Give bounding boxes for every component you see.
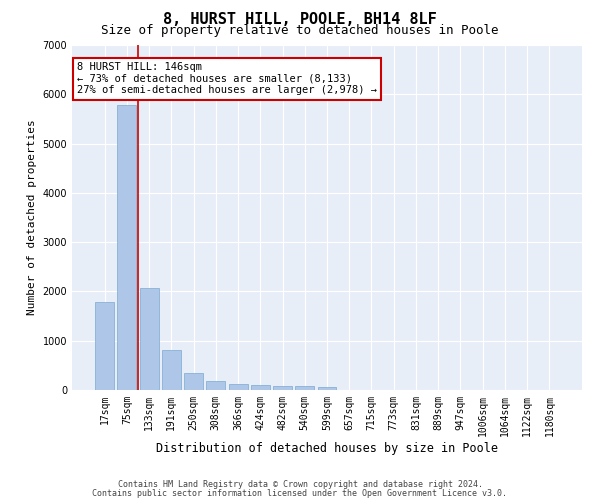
Bar <box>229 384 248 390</box>
Text: Size of property relative to detached houses in Poole: Size of property relative to detached ho… <box>101 24 499 37</box>
X-axis label: Distribution of detached houses by size in Poole: Distribution of detached houses by size … <box>156 442 498 454</box>
Bar <box>162 350 181 390</box>
Bar <box>118 105 136 390</box>
Bar <box>251 385 270 390</box>
Bar <box>140 288 158 390</box>
Text: 8 HURST HILL: 146sqm
← 73% of detached houses are smaller (8,133)
27% of semi-de: 8 HURST HILL: 146sqm ← 73% of detached h… <box>77 62 377 96</box>
Text: Contains public sector information licensed under the Open Government Licence v3: Contains public sector information licen… <box>92 488 508 498</box>
Bar <box>184 373 203 390</box>
Text: Contains HM Land Registry data © Crown copyright and database right 2024.: Contains HM Land Registry data © Crown c… <box>118 480 482 489</box>
Y-axis label: Number of detached properties: Number of detached properties <box>27 120 37 316</box>
Bar <box>273 386 292 390</box>
Bar <box>95 302 114 390</box>
Bar <box>317 387 337 390</box>
Bar <box>295 386 314 390</box>
Text: 8, HURST HILL, POOLE, BH14 8LF: 8, HURST HILL, POOLE, BH14 8LF <box>163 12 437 28</box>
Bar <box>206 381 225 390</box>
